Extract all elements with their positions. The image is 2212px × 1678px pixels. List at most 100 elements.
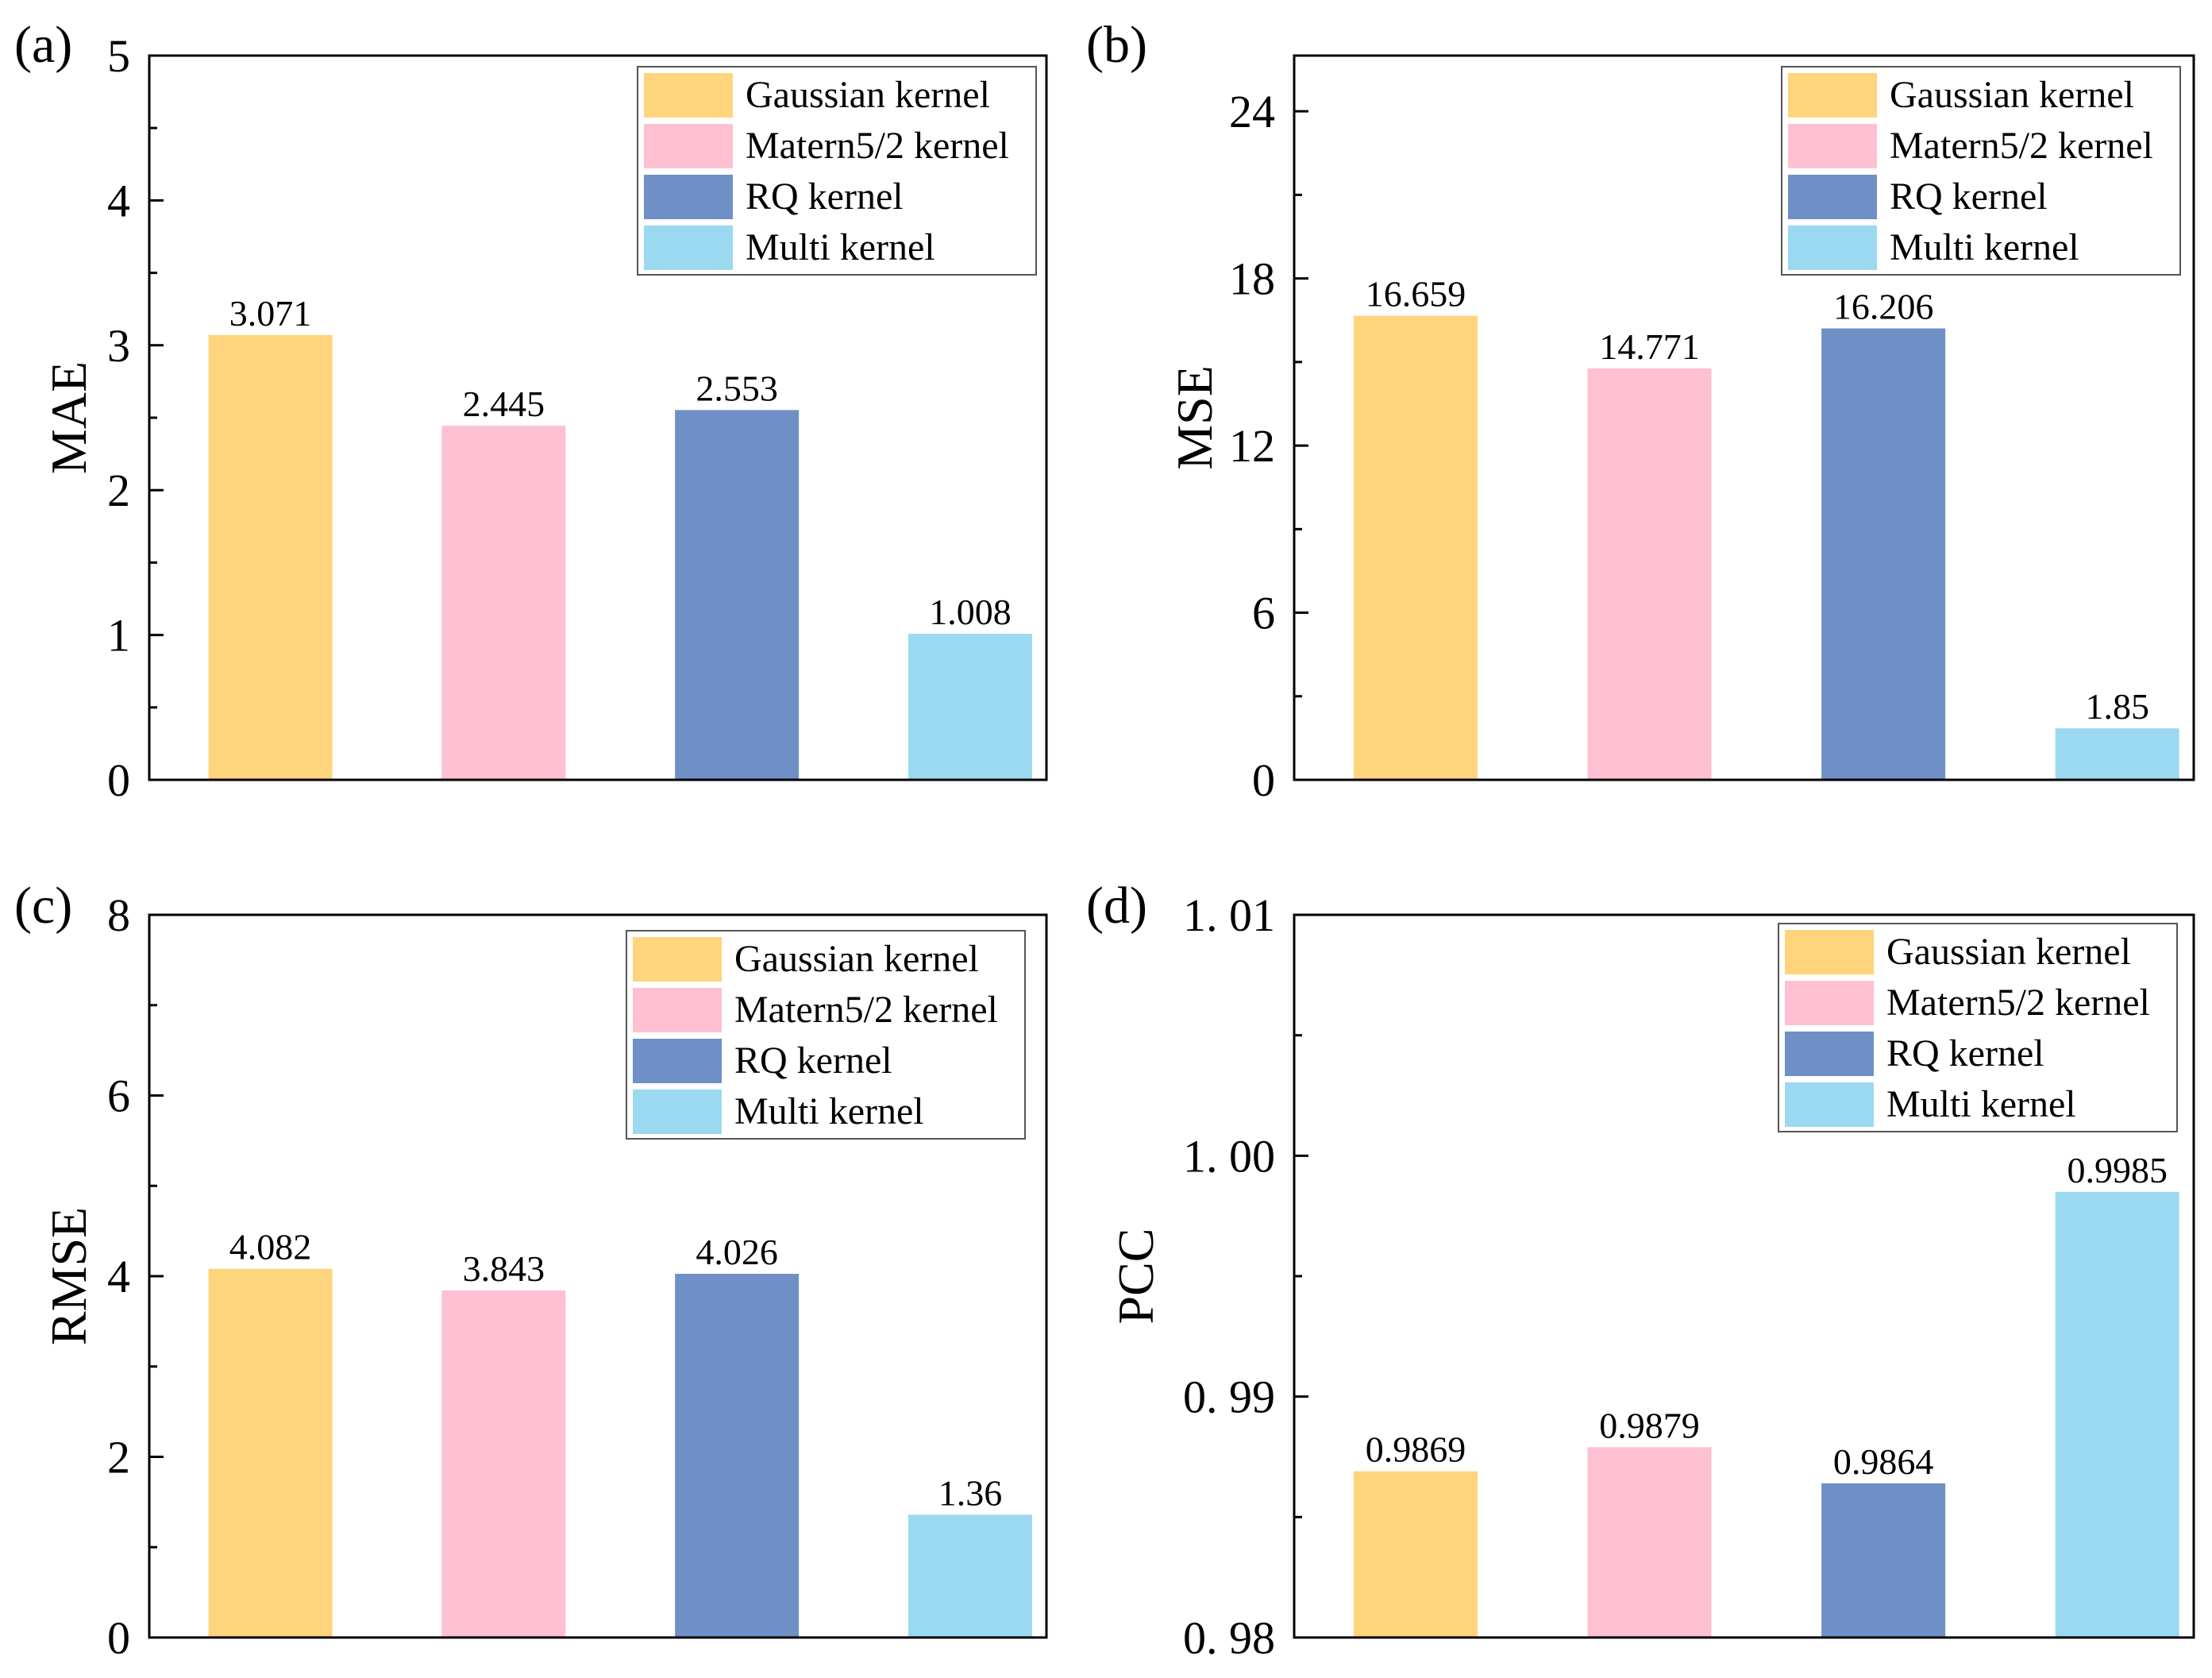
panel-b-bar-3 bbox=[1821, 328, 1946, 780]
panel-c-ytick-label-4: 6 bbox=[107, 1070, 130, 1122]
panel-d-legend-label-1: Gaussian kernel bbox=[1886, 931, 2131, 973]
panel-d-ytick-label-1: 0. 98 bbox=[1183, 1612, 1275, 1664]
panel-b-bar-1 bbox=[1353, 315, 1478, 780]
panel-a-ytick-label-6: 5 bbox=[107, 30, 130, 82]
panel-c-ytick-label-2: 2 bbox=[107, 1432, 130, 1483]
panel-c-legend-swatch-1 bbox=[633, 937, 722, 982]
panel-d-value-label-4: 0.9985 bbox=[2067, 1150, 2168, 1190]
panel-b-bar-4 bbox=[2055, 728, 2179, 780]
panel-a-ytick-label-3: 2 bbox=[107, 465, 130, 516]
panel-b-value-label-4: 1.85 bbox=[2085, 686, 2149, 727]
panel-d: (d) 0.9869 0.9879 0.9864 0.9985 0. 98 0. 99 1. … bbox=[1086, 877, 2195, 1664]
panel-a-value-label-1: 3.071 bbox=[229, 293, 312, 334]
panel-d-ytick-label-4: 1. 01 bbox=[1183, 889, 1275, 941]
panel-c-value-label-1: 4.082 bbox=[229, 1227, 312, 1267]
panel-d-value-label-3: 0.9864 bbox=[1833, 1441, 1934, 1482]
panel-d-legend-label-3: RQ kernel bbox=[1886, 1032, 2044, 1074]
panel-a-legend-label-3: RQ kernel bbox=[746, 176, 904, 218]
panel-c-bar-3 bbox=[675, 1274, 800, 1637]
panel-d-legend-swatch-4 bbox=[1785, 1082, 1874, 1127]
panel-b-value-label-3: 16.206 bbox=[1833, 287, 1934, 327]
panel-b-legend-swatch-4 bbox=[1788, 226, 1877, 270]
panel-b-bar-2 bbox=[1587, 368, 1712, 780]
panel-b-legend-swatch-1 bbox=[1788, 73, 1877, 118]
panel-a-legend-label-2: Matern5/2 kernel bbox=[746, 125, 1009, 167]
panel-a-ylabel: MAE bbox=[40, 361, 97, 474]
panel-c-ytick-label-3: 4 bbox=[107, 1251, 130, 1302]
panel-d-value-label-2: 0.9879 bbox=[1599, 1405, 1700, 1445]
panel-c-label: (c) bbox=[14, 877, 72, 935]
panel-d-legend: Gaussian kernel Matern5/2 kernel RQ kernel… bbox=[1778, 923, 2178, 1132]
panel-a-value-label-4: 1.008 bbox=[929, 592, 1012, 632]
panel-d-bar-4 bbox=[2055, 1191, 2179, 1637]
panel-d-legend-swatch-1 bbox=[1785, 930, 1874, 974]
panel-a-legend-swatch-1 bbox=[644, 73, 733, 118]
panel-c-legend-swatch-2 bbox=[633, 988, 722, 1032]
panel-c-value-label-2: 3.843 bbox=[463, 1248, 545, 1289]
panel-d-ylabel: PCC bbox=[1108, 1229, 1164, 1325]
panel-d-bar-2 bbox=[1587, 1447, 1712, 1637]
panel-c-bar-1 bbox=[208, 1268, 333, 1637]
panel-d-legend-label-4: Multi kernel bbox=[1886, 1083, 2076, 1125]
panel-c-legend-label-1: Gaussian kernel bbox=[734, 938, 979, 980]
panel-d-legend-swatch-2 bbox=[1785, 981, 1874, 1025]
panel-b-legend-swatch-3 bbox=[1788, 175, 1877, 219]
panel-a-value-label-2: 2.445 bbox=[463, 384, 545, 424]
panel-c-legend-label-4: Multi kernel bbox=[734, 1090, 924, 1132]
panel-b-value-label-1: 16.659 bbox=[1366, 274, 1466, 314]
panel-b-ytick-label-4: 18 bbox=[1229, 253, 1275, 305]
panel-b-legend-swatch-2 bbox=[1788, 124, 1877, 168]
panel-c-value-label-3: 4.026 bbox=[696, 1232, 778, 1272]
panel-b-legend: Gaussian kernel Matern5/2 kernel RQ kernel… bbox=[1781, 66, 2181, 276]
panel-a-ytick-label-2: 1 bbox=[107, 610, 130, 662]
panel-b-ylabel: MSE bbox=[1166, 365, 1223, 470]
panel-a-bar-1 bbox=[208, 334, 333, 780]
panel-a-label: (a) bbox=[14, 16, 72, 74]
panel-d-value-label-1: 0.9869 bbox=[1366, 1429, 1466, 1470]
panel-b-label: (b) bbox=[1086, 16, 1147, 74]
panel-c-legend-label-3: RQ kernel bbox=[734, 1040, 892, 1082]
panel-b-axes-frame bbox=[1293, 54, 2195, 781]
panel-b-ytick-label-5: 24 bbox=[1229, 86, 1275, 137]
panel-b-legend-label-4: Multi kernel bbox=[1890, 226, 2079, 268]
panel-b-legend-label-1: Gaussian kernel bbox=[1890, 74, 2134, 116]
panel-a-bar-3 bbox=[675, 410, 800, 780]
panel-a-legend-swatch-2 bbox=[644, 124, 733, 168]
panel-c-legend-swatch-3 bbox=[633, 1039, 722, 1083]
panel-d-legend-swatch-3 bbox=[1785, 1032, 1874, 1076]
panel-c-legend-label-2: Matern5/2 kernel bbox=[734, 989, 998, 1031]
panel-b-legend-label-2: Matern5/2 kernel bbox=[1890, 125, 2153, 167]
panel-c-legend-swatch-4 bbox=[633, 1090, 722, 1134]
panel-c: (c) 4.082 3.843 4.026 1.36 0 2 4 6 8 RMSE Gaussian … bbox=[14, 877, 1048, 1664]
panel-a-value-label-3: 2.553 bbox=[696, 368, 778, 408]
panel-d-bar-1 bbox=[1353, 1471, 1478, 1637]
panel-a-ytick-label-5: 4 bbox=[107, 175, 130, 226]
panel-c-ytick-label-5: 8 bbox=[107, 889, 130, 941]
panel-b-legend-label-3: RQ kernel bbox=[1890, 176, 2048, 218]
panel-a-legend-label-4: Multi kernel bbox=[746, 226, 935, 268]
panel-c-bar-4 bbox=[908, 1514, 1032, 1637]
panel-d-bar-3 bbox=[1821, 1483, 1946, 1637]
panel-a-ytick-label-4: 3 bbox=[107, 320, 130, 372]
panel-b: (b) 16.659 14.771 16.206 1.85 0 6 12 18 24 MSE Gaus… bbox=[1086, 16, 2195, 806]
panel-b-value-label-2: 14.771 bbox=[1599, 326, 1700, 367]
panel-a-legend: Gaussian kernel Matern5/2 kernel RQ kernel… bbox=[637, 66, 1037, 276]
panel-d-label: (d) bbox=[1086, 877, 1147, 935]
panel-d-ytick-label-3: 1. 00 bbox=[1183, 1130, 1275, 1182]
panel-d-legend-label-2: Matern5/2 kernel bbox=[1886, 982, 2150, 1024]
panel-b-ytick-label-3: 12 bbox=[1229, 420, 1275, 472]
panel-a-bar-2 bbox=[441, 426, 566, 780]
panel-b-ytick-label-2: 6 bbox=[1252, 588, 1275, 639]
panel-c-legend: Gaussian kernel Matern5/2 kernel RQ kernel… bbox=[626, 930, 1026, 1140]
panel-c-value-label-4: 1.36 bbox=[938, 1472, 1003, 1513]
panel-c-ylabel: RMSE bbox=[40, 1207, 97, 1345]
panel-c-bar-2 bbox=[441, 1290, 566, 1637]
panel-c-ytick-label-1: 0 bbox=[107, 1612, 130, 1664]
panel-a-bar-4 bbox=[908, 634, 1032, 780]
panel-a-legend-label-1: Gaussian kernel bbox=[746, 74, 990, 116]
panel-a: (a) 3.071 2.445 2.553 1.008 0 1 2 3 4 5 MAE Gaussian… bbox=[14, 16, 1048, 806]
panel-a-ytick-label-1: 0 bbox=[107, 754, 130, 806]
panel-a-legend-swatch-3 bbox=[644, 175, 733, 219]
panel-d-ytick-label-2: 0. 99 bbox=[1183, 1371, 1275, 1423]
